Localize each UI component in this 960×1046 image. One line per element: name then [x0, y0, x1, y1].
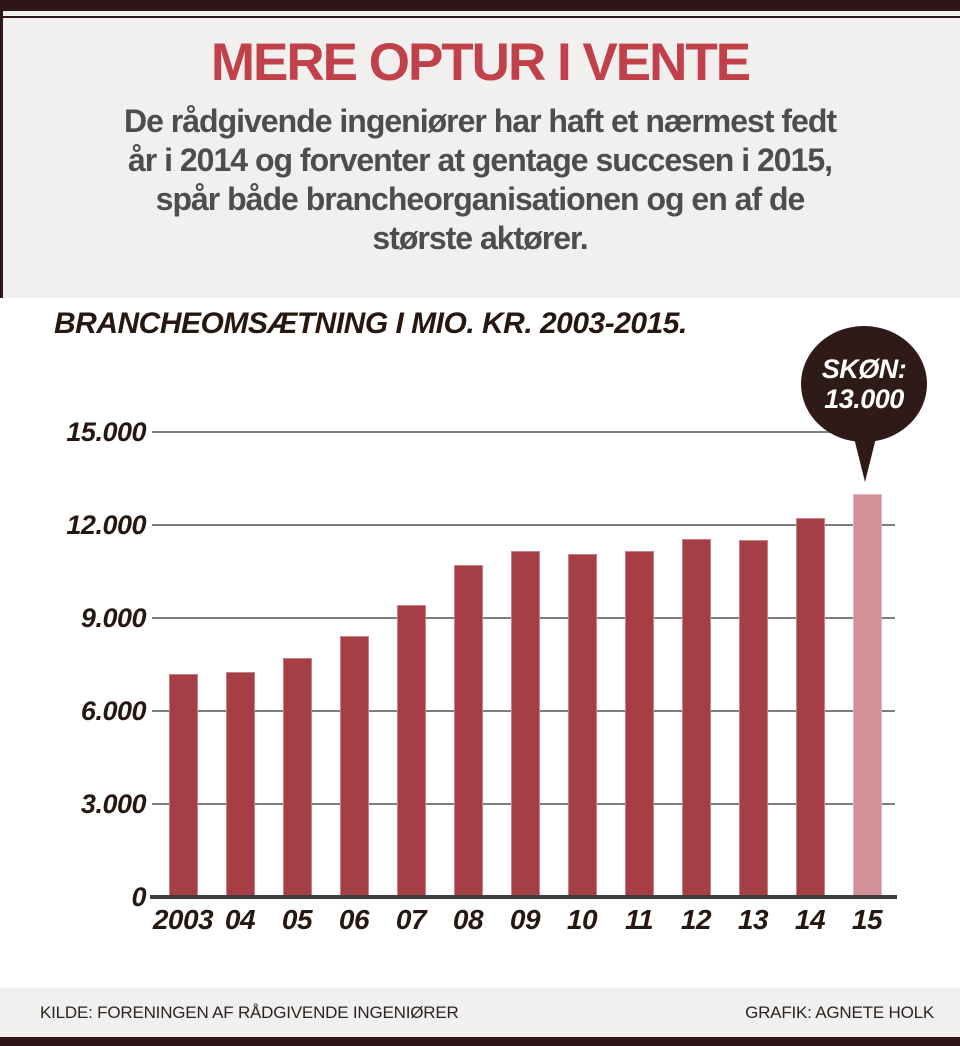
- bar-09: [510, 550, 540, 897]
- x-axis-baseline: [150, 895, 897, 899]
- gridline: [152, 430, 895, 433]
- estimate-callout-tail-icon: [853, 434, 877, 482]
- bar-10: [567, 554, 597, 897]
- x-axis-label: 07: [395, 904, 427, 935]
- x-axis-label: 15: [851, 904, 883, 935]
- x-axis-label: 13: [737, 904, 769, 935]
- footer: KILDE: FORENINGEN AF RÅDGIVENDE INGENIØR…: [0, 988, 960, 1037]
- x-axis-label: 14: [794, 904, 826, 935]
- top-border-line: [0, 16, 960, 18]
- source-credit: KILDE: FORENINGEN AF RÅDGIVENDE INGENIØR…: [40, 1002, 459, 1022]
- bar-07: [396, 605, 426, 897]
- bar-15: [852, 493, 882, 897]
- graphic-credit: GRAFIK: AGNETE HOLK: [745, 1002, 934, 1022]
- y-axis-label: 9.000: [80, 602, 147, 633]
- x-axis-label: 10: [566, 904, 598, 935]
- bar-11: [624, 550, 654, 897]
- y-axis-label: 0: [131, 882, 146, 912]
- x-axis-label: 04: [224, 904, 256, 935]
- left-border-line: [0, 0, 3, 298]
- plot-area: 15.000 12.000 9.000 6.000 3.000 0 2003 04 05 06 07…: [0, 298, 960, 988]
- y-axis-label: 15.000: [66, 416, 146, 447]
- gridline: [152, 523, 895, 526]
- x-axis-label: 08: [452, 904, 484, 935]
- y-axis-label: 12.000: [66, 509, 146, 540]
- y-axis-label: 3.000: [80, 788, 147, 819]
- x-axis-label: 06: [338, 904, 370, 935]
- x-axis-label: 09: [509, 904, 541, 935]
- page-title: MERE OPTUR I VENTE: [210, 33, 751, 92]
- estimate-callout-label: SKØN:: [821, 354, 907, 384]
- x-axis-label: 11: [624, 904, 654, 935]
- bottom-border-bar: [0, 1037, 960, 1046]
- bar-06: [339, 636, 369, 897]
- chart-panel: BRANCHEOMSÆTNING I MIO. KR. 2003-2015. 1…: [0, 298, 960, 988]
- chart-title: BRANCHEOMSÆTNING I MIO. KR. 2003-2015.: [54, 307, 687, 340]
- bar-14: [795, 518, 825, 897]
- bar-08: [453, 564, 483, 897]
- x-axis-label: 2003: [152, 904, 214, 935]
- bar-05: [282, 658, 312, 897]
- page-subtitle: De rådgivende ingeniører har haft et nær…: [123, 103, 837, 256]
- bar-13: [738, 540, 768, 897]
- top-border-bar: [0, 0, 960, 11]
- estimate-callout-value: 13.000: [824, 384, 904, 414]
- estimate-callout-bubble: SKØN: 13.000: [801, 326, 927, 442]
- bar-12: [681, 538, 711, 897]
- bar-2003: [168, 673, 198, 897]
- bar-04: [225, 672, 255, 897]
- y-axis-label: 6.000: [80, 695, 147, 726]
- x-axis-label: 05: [281, 904, 313, 935]
- x-axis-label: 12: [680, 904, 712, 935]
